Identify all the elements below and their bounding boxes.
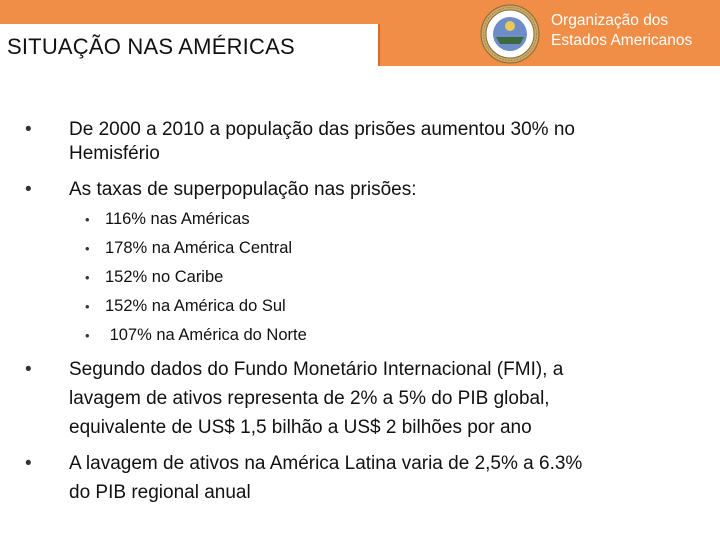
oas-seal-icon xyxy=(480,4,540,64)
slide-title: SITUAÇÃO NAS AMÉRICAS xyxy=(7,34,295,59)
bullet-1-line-1: De 2000 a 2010 a população das prisões a… xyxy=(69,119,575,140)
header-bar: SITUAÇÃO NAS AMÉRICAS Organização dos Es… xyxy=(0,0,720,66)
org-name-line-2: Estados Americanos xyxy=(551,32,693,49)
sub-bullet-1: 116% nas Américas xyxy=(105,210,250,228)
bullet-4-line-1: A lavagem de ativos na América Latina va… xyxy=(69,453,583,474)
sub-bullet-2: 178% na América Central xyxy=(105,239,293,257)
sub-bullet-dot: • xyxy=(85,241,90,256)
bullet-dot: • xyxy=(25,179,32,200)
bullet-2-line-1: As taxas de superpopulação nas prisões: xyxy=(69,179,417,200)
sub-bullet-dot: • xyxy=(85,328,90,343)
sub-bullet-dot: • xyxy=(85,212,90,227)
sub-bullet-5: 107% na América do Norte xyxy=(105,326,307,344)
sub-bullet-4: 152% na América do Sul xyxy=(105,297,286,315)
title-box: SITUAÇÃO NAS AMÉRICAS xyxy=(0,24,380,66)
bullet-dot: • xyxy=(25,119,32,140)
sub-bullet-dot: • xyxy=(85,299,90,314)
org-name-line-1: Organização dos xyxy=(551,12,669,29)
bullet-3-line-1: Segundo dados do Fundo Monetário Interna… xyxy=(69,359,564,380)
bullet-3-line-3: equivalente de US$ 1,5 bilhão a US$ 2 bi… xyxy=(69,417,532,438)
organization-name: Organização dos Estados Americanos xyxy=(551,11,692,51)
bullet-3-line-2: lavagem de ativos representa de 2% a 5% … xyxy=(69,388,550,409)
bullet-dot: • xyxy=(25,453,32,474)
sub-bullet-3: 152% no Caribe xyxy=(105,268,224,286)
bullet-1-line-2: Hemisfério xyxy=(69,143,160,164)
bullet-4-line-2: do PIB regional anual xyxy=(69,482,251,503)
bullet-dot: • xyxy=(25,359,32,380)
sub-bullet-dot: • xyxy=(85,270,90,285)
